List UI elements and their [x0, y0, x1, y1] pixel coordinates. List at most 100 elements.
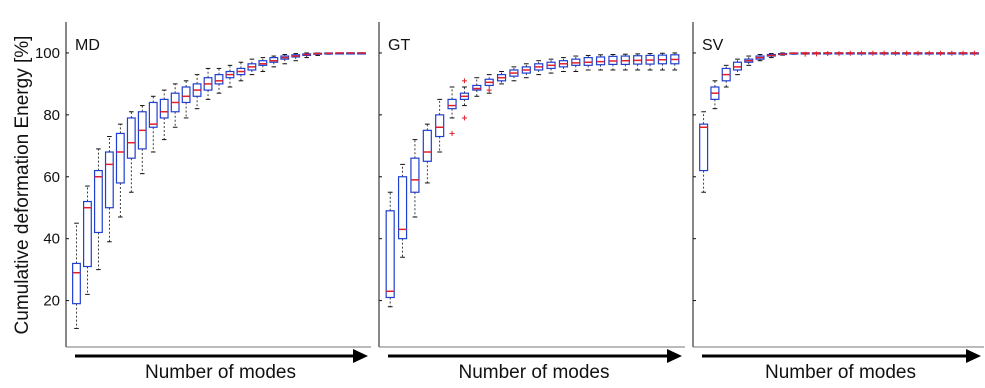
- y-tick-label: 100: [35, 45, 60, 62]
- panel-title: MD: [75, 37, 100, 54]
- box-mode-22: [645, 53, 655, 71]
- box-mode-19: [902, 50, 912, 56]
- box-mode-1: [699, 111, 709, 193]
- box-mode-13: [534, 60, 544, 76]
- iqr-box: [385, 210, 395, 299]
- box-mode-14: [214, 67, 224, 94]
- box-mode-9: [484, 74, 494, 94]
- x-arrow-head: [966, 349, 981, 363]
- box-mode-17: [583, 54, 593, 71]
- iqr-box: [214, 74, 224, 85]
- outlier: [971, 50, 977, 56]
- iqr-box: [447, 98, 457, 110]
- iqr-box: [583, 56, 593, 66]
- box-mode-25: [335, 52, 345, 55]
- outlier: [949, 50, 955, 56]
- iqr-box: [115, 132, 125, 184]
- box-mode-13: [203, 67, 213, 100]
- box-mode-2: [397, 163, 408, 258]
- outlier: [960, 50, 966, 56]
- box-mode-9: [159, 89, 169, 141]
- outlier: [859, 50, 865, 56]
- box-mode-21: [633, 53, 643, 71]
- iqr-box: [83, 200, 92, 268]
- box-mode-6: [755, 54, 765, 62]
- outlier: [892, 50, 898, 56]
- iqr-box: [422, 129, 432, 162]
- box-mode-1: [72, 222, 81, 329]
- box-mode-22: [935, 50, 946, 56]
- box-mode-4: [422, 123, 432, 184]
- box-mode-24: [324, 52, 334, 55]
- box-mode-14: [845, 50, 855, 56]
- box-mode-20: [913, 50, 923, 56]
- panel-sv: SV Number of modes: [692, 22, 984, 383]
- iqr-box: [732, 61, 743, 71]
- y-tick-label: 20: [43, 293, 60, 310]
- panel-md: 20 40 60 80 100 MD Number of modes: [35, 22, 371, 383]
- panel-title: GT: [388, 37, 410, 54]
- box-mode-16: [236, 61, 246, 82]
- box-mode-12: [521, 63, 531, 79]
- box-mode-18: [258, 57, 268, 73]
- iqr-box: [72, 262, 81, 305]
- box-mode-6: [447, 86, 457, 136]
- box-mode-27: [357, 52, 366, 55]
- box-mode-11: [509, 66, 519, 82]
- box-mode-11: [811, 51, 821, 57]
- iqr-box: [93, 169, 103, 234]
- box-mode-9: [789, 52, 799, 55]
- outlier: [915, 50, 921, 56]
- box-mode-24: [958, 50, 968, 56]
- iqr-box: [472, 84, 482, 91]
- panel-gt: GT Number of modes: [378, 22, 685, 383]
- x-arrow-head: [353, 349, 368, 363]
- box-mode-8: [148, 95, 158, 153]
- y-tick-label: 40: [43, 231, 60, 248]
- outlier: [825, 51, 831, 57]
- box-mode-11: [181, 80, 191, 119]
- iqr-box: [397, 176, 408, 240]
- box-mode-21: [924, 50, 934, 56]
- box-mode-18: [595, 54, 606, 71]
- panel-title: SV: [702, 37, 724, 54]
- box-mode-12: [192, 74, 202, 110]
- outlier: [461, 78, 467, 84]
- box-mode-19: [269, 55, 279, 68]
- box-mode-25: [969, 50, 979, 56]
- box-mode-17: [879, 50, 889, 56]
- box-mode-5: [115, 123, 125, 218]
- box-mode-15: [225, 64, 235, 88]
- box-mode-10: [800, 51, 810, 57]
- y-tick-label: 80: [43, 107, 60, 124]
- box-mode-20: [280, 54, 290, 65]
- x-axis-label: Number of modes: [458, 362, 609, 383]
- box-mode-1: [385, 191, 395, 308]
- box-mode-7: [459, 78, 470, 121]
- outlier: [802, 51, 808, 57]
- box-mode-2: [710, 80, 720, 110]
- box-mode-8: [778, 52, 788, 56]
- box-mode-22: [302, 52, 312, 59]
- box-mode-3: [93, 148, 103, 271]
- outlier: [938, 50, 944, 56]
- outlier: [836, 51, 842, 57]
- box-mode-6: [126, 111, 136, 193]
- outlier: [813, 51, 819, 57]
- box-mode-10: [496, 71, 507, 85]
- iqr-box: [410, 157, 420, 193]
- outlier: [449, 130, 455, 136]
- box-mode-7: [137, 105, 147, 175]
- box-mode-14: [546, 58, 556, 74]
- iqr-box: [595, 56, 606, 66]
- box-mode-12: [823, 51, 833, 57]
- box-mode-10: [170, 83, 180, 128]
- box-mode-21: [291, 53, 301, 62]
- box-mode-5: [744, 55, 754, 66]
- outlier: [881, 50, 887, 56]
- box-mode-13: [834, 51, 844, 57]
- iqr-box: [269, 56, 279, 63]
- outlier: [870, 50, 876, 56]
- outlier: [486, 87, 492, 93]
